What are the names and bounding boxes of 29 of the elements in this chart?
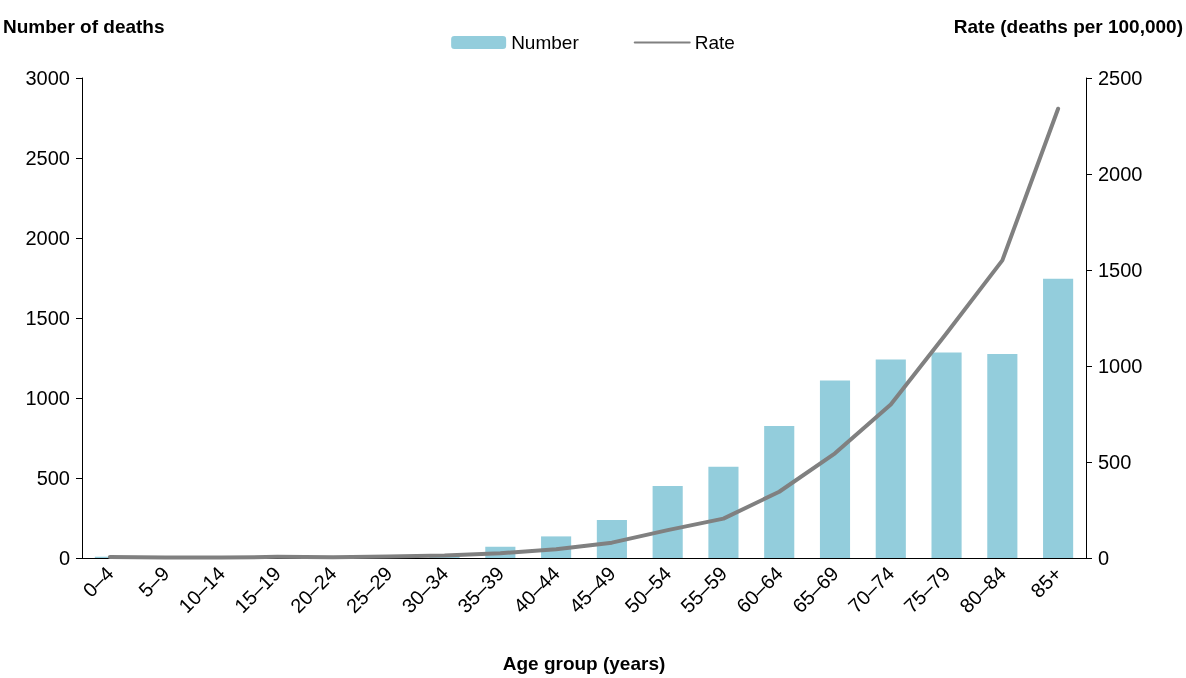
y-tick-label: 3000 <box>25 67 70 89</box>
bar <box>819 380 851 558</box>
bar <box>987 354 1018 558</box>
y-tick-label: 500 <box>36 467 70 489</box>
y-tick-label: 1000 <box>25 387 70 409</box>
y2-axis-title: Rate (deaths per 100,000) <box>953 16 1183 37</box>
bar <box>708 466 739 558</box>
legend-label: Number <box>511 32 580 53</box>
x-axis-title: Age group (years) <box>502 653 666 674</box>
y-tick-label: 0 <box>58 547 70 569</box>
bar <box>1043 278 1074 558</box>
legend-label: Rate <box>694 32 735 53</box>
bar <box>652 486 683 558</box>
y2-tick-label: 1000 <box>1098 355 1143 377</box>
y-tick-label: 1500 <box>25 307 70 329</box>
bar <box>764 426 795 558</box>
bar <box>875 359 906 558</box>
y-tick-label: 2000 <box>25 227 70 249</box>
x-tick-label: 5–9 <box>134 562 174 602</box>
y2-tick-label: 2500 <box>1098 67 1143 89</box>
y2-tick-label: 500 <box>1098 451 1132 473</box>
x-tick-label: 85+ <box>1026 562 1066 602</box>
bar <box>931 352 962 558</box>
y2-tick-label: 1500 <box>1098 259 1143 281</box>
y2-tick-label: 0 <box>1098 547 1110 569</box>
x-tick-label: 0–4 <box>78 562 118 602</box>
y2-tick-label: 2000 <box>1098 163 1143 185</box>
y-axis-title: Number of deaths <box>3 16 165 37</box>
y-tick-label: 2500 <box>25 147 70 169</box>
